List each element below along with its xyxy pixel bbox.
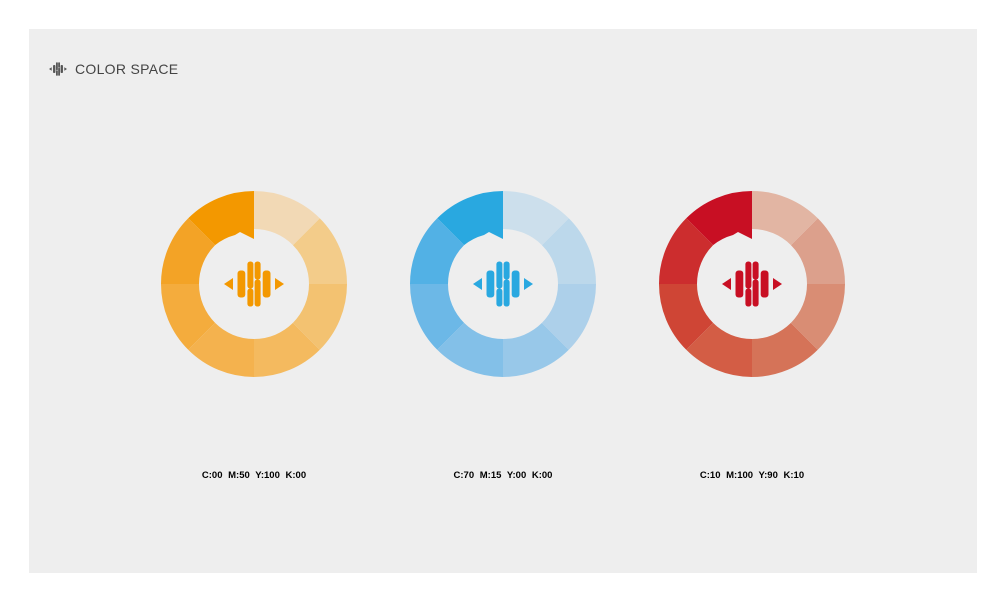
color-wheel-blue [410,191,596,377]
wheel-segment [790,284,845,350]
color-wheel-orange [161,191,347,377]
wheel-segment [752,191,818,246]
wheel-segment [410,218,465,284]
wheel-segment [410,284,465,350]
wheel-segment [541,218,596,284]
wheel-segment [541,284,596,350]
wheel-segment [161,284,216,350]
wheel-segment [254,322,320,377]
wheel-segment [659,218,714,284]
color-space-logo-icon [49,62,67,76]
brand-logo-mark [473,261,533,307]
page-title: COLOR SPACE [75,61,179,77]
wheel-segment [292,218,347,284]
brand-logo-mark [224,261,284,307]
wheel-segment [503,322,569,377]
wheel-segment [188,191,254,246]
brand-logo-mark [722,261,782,307]
wheel-segment [659,284,714,350]
canvas-panel: COLOR SPACE C:00 M:50 Y:100 K:00 C:70 M:… [29,29,977,573]
wheel-segment [686,191,752,246]
wheel-segment [437,322,503,377]
brand-header: COLOR SPACE [47,60,178,78]
cmyk-label-blue: C:70 M:15 Y:00 K:00 [453,470,553,481]
color-wheel-red [659,191,845,377]
wheel-segment [188,322,254,377]
cmyk-label-red: C:10 M:100 Y:90 K:10 [699,470,805,481]
wheel-segment [292,284,347,350]
wheel-segment [503,191,569,246]
wheel-segment [437,191,503,246]
wheel-segment [686,322,752,377]
wheel-segment [790,218,845,284]
wheel-segment [752,322,818,377]
cmyk-label-orange: C:00 M:50 Y:100 K:00 [201,470,307,481]
brand-logo-mark [49,62,67,76]
wheel-segment [161,218,216,284]
wheel-segment [254,191,320,246]
